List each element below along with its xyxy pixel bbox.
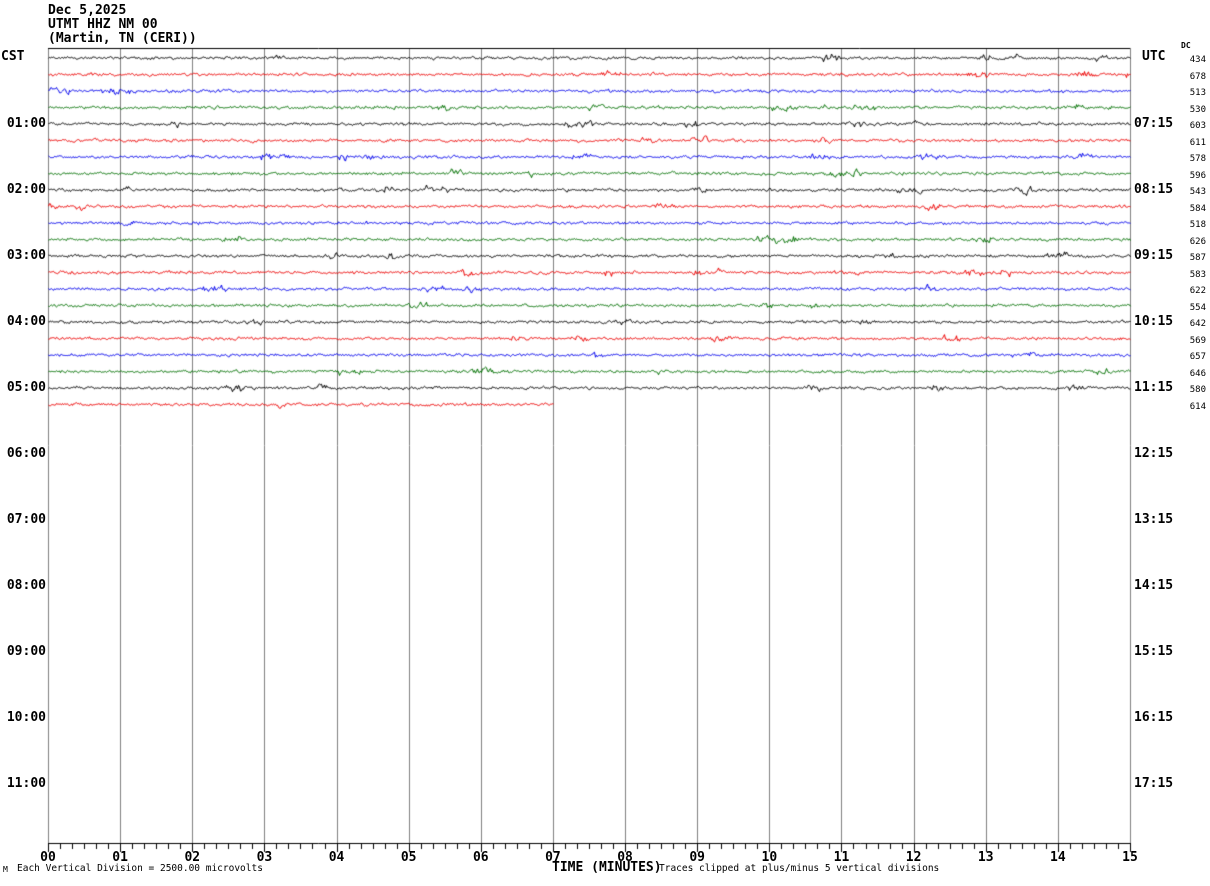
dc-value: 611 (1189, 137, 1206, 148)
utc-hour-label: 12:15 (1134, 446, 1174, 461)
dc-value: 554 (1189, 302, 1206, 313)
utc-hour-label: 15:15 (1134, 644, 1174, 659)
dc-value: 642 (1189, 319, 1206, 329)
dc-value: 678 (1189, 71, 1206, 82)
minute-label: 06 (472, 850, 489, 865)
utc-hour-label: 14:15 (1134, 578, 1174, 593)
dc-value: 434 (1189, 55, 1206, 65)
dc-value: 518 (1189, 220, 1206, 230)
minute-label: 01 (112, 850, 128, 865)
dc-value: 614 (1189, 401, 1206, 412)
minute-label: 08 (617, 850, 633, 865)
utc-hour-label: 08:15 (1134, 182, 1174, 197)
cst-hour-label: 07:00 (6, 512, 46, 527)
clip-note: Traces clipped at plus/minus 5 vertical … (659, 863, 940, 874)
corner-mark: M (3, 865, 8, 874)
minute-label: 05 (400, 850, 417, 865)
minute-label: 13 (977, 850, 994, 865)
dc-value: 530 (1189, 104, 1206, 115)
dc-value: 587 (1189, 253, 1206, 263)
dc-value: 596 (1189, 170, 1206, 181)
minute-label: 11 (833, 850, 850, 865)
dc-value: 513 (1189, 88, 1206, 98)
minute-label: 00 (40, 850, 56, 865)
cst-hour-label: 02:00 (6, 182, 46, 197)
cst-hour-label: 01:00 (6, 116, 46, 131)
minute-label: 03 (256, 850, 273, 865)
dc-value: 584 (1189, 203, 1206, 214)
dc-value: 578 (1189, 154, 1206, 164)
left-axis-header-cst: CST (1, 49, 25, 64)
cst-hour-label: 06:00 (6, 446, 46, 461)
minute-label: 04 (328, 850, 345, 865)
dc-value: 580 (1189, 385, 1206, 395)
minute-label: 15 (1122, 850, 1138, 865)
plot-date: Dec 5,2025 (48, 3, 127, 18)
dc-value: 569 (1189, 335, 1206, 346)
minute-label: 07 (545, 850, 561, 865)
dc-value: 543 (1189, 187, 1206, 197)
cst-hour-label: 05:00 (6, 380, 46, 395)
cst-hour-label: 09:00 (6, 644, 46, 659)
utc-hour-label: 07:15 (1134, 116, 1174, 131)
minute-label: 14 (1050, 850, 1066, 865)
station-location: (Martin, TN (CERI)) (48, 31, 197, 46)
minute-label: 12 (905, 850, 922, 865)
dc-value: 583 (1189, 269, 1206, 280)
dc-value: 622 (1189, 286, 1206, 296)
cst-hour-label: 10:00 (6, 710, 46, 725)
dc-value: 657 (1189, 352, 1206, 362)
cst-hour-label: 03:00 (6, 248, 46, 263)
station-code: UTMT HHZ NM 00 (48, 17, 158, 32)
dc-column-header: DC (1181, 41, 1191, 50)
dc-value: 626 (1189, 236, 1206, 247)
scale-note: Each Vertical Division = 2500.00 microvo… (17, 863, 263, 874)
cst-hour-label: 04:00 (6, 314, 46, 329)
dc-value: 603 (1189, 121, 1206, 131)
utc-hour-label: 09:15 (1134, 248, 1174, 263)
utc-hour-label: 13:15 (1134, 512, 1174, 527)
utc-hour-label: 11:15 (1134, 380, 1174, 395)
minute-label: 10 (761, 850, 778, 865)
right-axis-header-utc: UTC (1142, 49, 1166, 64)
cst-hour-label: 08:00 (6, 578, 46, 593)
utc-hour-label: 10:15 (1134, 314, 1174, 329)
time-axis-label: TIME (MINUTES) (552, 860, 662, 875)
minute-label: 02 (184, 850, 201, 865)
dc-value: 646 (1189, 368, 1206, 379)
utc-hour-label: 16:15 (1134, 710, 1174, 725)
cst-hour-label: 11:00 (6, 776, 46, 791)
utc-hour-label: 17:15 (1134, 776, 1174, 791)
minute-label: 09 (689, 850, 706, 865)
